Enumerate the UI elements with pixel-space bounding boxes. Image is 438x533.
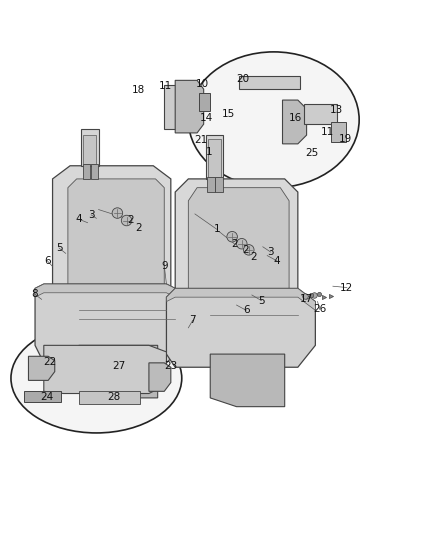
Text: 2: 2 bbox=[135, 223, 142, 233]
Polygon shape bbox=[166, 288, 315, 310]
Text: 1: 1 bbox=[206, 147, 213, 157]
Polygon shape bbox=[149, 363, 171, 391]
Polygon shape bbox=[44, 345, 166, 393]
Text: 25: 25 bbox=[305, 149, 318, 158]
Polygon shape bbox=[35, 284, 184, 363]
Polygon shape bbox=[164, 85, 182, 128]
Polygon shape bbox=[208, 140, 221, 177]
Circle shape bbox=[227, 231, 237, 242]
Polygon shape bbox=[175, 80, 204, 133]
Polygon shape bbox=[53, 166, 171, 310]
Circle shape bbox=[121, 215, 132, 226]
Text: 5: 5 bbox=[56, 243, 63, 253]
Text: 2: 2 bbox=[127, 215, 134, 224]
Polygon shape bbox=[239, 76, 300, 89]
Polygon shape bbox=[215, 177, 223, 192]
Polygon shape bbox=[206, 135, 223, 179]
Text: 9: 9 bbox=[161, 261, 168, 271]
Polygon shape bbox=[207, 177, 215, 192]
Text: 27: 27 bbox=[113, 361, 126, 372]
Text: 8: 8 bbox=[31, 289, 38, 298]
Text: 6: 6 bbox=[243, 305, 250, 316]
Polygon shape bbox=[331, 122, 346, 142]
Circle shape bbox=[244, 245, 254, 255]
Polygon shape bbox=[283, 100, 307, 144]
Ellipse shape bbox=[188, 52, 359, 188]
Text: 2: 2 bbox=[242, 245, 249, 255]
Text: 23: 23 bbox=[164, 361, 177, 372]
Text: 15: 15 bbox=[222, 109, 235, 119]
Polygon shape bbox=[24, 391, 61, 402]
Text: 6: 6 bbox=[44, 256, 51, 266]
Text: 5: 5 bbox=[258, 296, 265, 305]
Text: 26: 26 bbox=[313, 304, 326, 314]
Polygon shape bbox=[83, 164, 90, 179]
Ellipse shape bbox=[11, 324, 182, 433]
Polygon shape bbox=[79, 391, 140, 405]
Text: 4: 4 bbox=[75, 214, 82, 224]
Polygon shape bbox=[83, 135, 96, 164]
Text: 18: 18 bbox=[131, 85, 145, 95]
Text: 12: 12 bbox=[340, 282, 353, 293]
Text: 4: 4 bbox=[273, 256, 280, 266]
Circle shape bbox=[237, 238, 247, 249]
Text: 2: 2 bbox=[231, 239, 238, 249]
Polygon shape bbox=[68, 179, 164, 297]
Text: 3: 3 bbox=[88, 210, 95, 220]
Text: 3: 3 bbox=[267, 247, 274, 257]
Polygon shape bbox=[79, 345, 158, 398]
Text: 11: 11 bbox=[321, 127, 334, 137]
Text: 16: 16 bbox=[289, 114, 302, 124]
Polygon shape bbox=[166, 288, 315, 367]
Text: 1: 1 bbox=[213, 224, 220, 235]
Polygon shape bbox=[188, 188, 289, 310]
Polygon shape bbox=[35, 284, 184, 302]
Text: 11: 11 bbox=[159, 81, 172, 91]
Text: 28: 28 bbox=[107, 392, 120, 402]
Text: 20: 20 bbox=[237, 75, 250, 84]
Text: 14: 14 bbox=[200, 114, 213, 124]
Polygon shape bbox=[175, 179, 298, 319]
Polygon shape bbox=[304, 104, 337, 124]
Polygon shape bbox=[91, 164, 98, 179]
Polygon shape bbox=[28, 356, 55, 381]
Text: 21: 21 bbox=[194, 135, 207, 146]
Polygon shape bbox=[81, 128, 99, 166]
Text: 7: 7 bbox=[189, 316, 196, 325]
Text: 17: 17 bbox=[300, 294, 313, 304]
Text: 19: 19 bbox=[339, 134, 352, 143]
Polygon shape bbox=[210, 354, 285, 407]
Text: 13: 13 bbox=[330, 105, 343, 115]
Text: 2: 2 bbox=[251, 252, 258, 262]
Text: 24: 24 bbox=[41, 392, 54, 402]
Text: 22: 22 bbox=[44, 357, 57, 367]
Polygon shape bbox=[199, 93, 210, 111]
Circle shape bbox=[112, 208, 123, 219]
Text: 10: 10 bbox=[196, 79, 209, 89]
